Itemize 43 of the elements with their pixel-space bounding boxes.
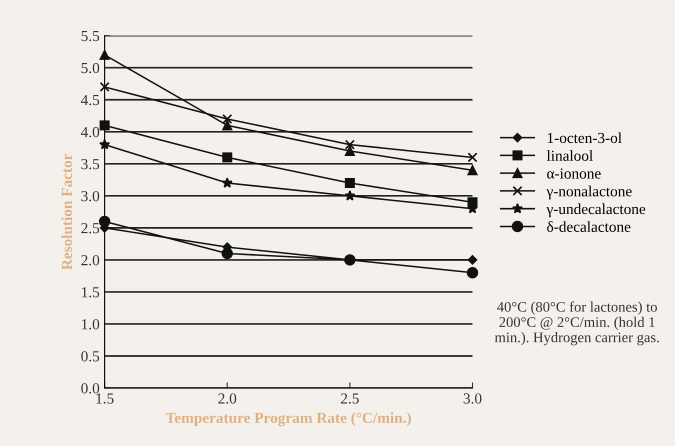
x-tick-label: 1.5 (96, 393, 114, 404)
y-tick-label: 0.0 (81, 383, 100, 394)
y-tick-label: 0.5 (81, 351, 100, 362)
legend-label: α-ionone (547, 168, 601, 179)
text: 40°C (80°C for lactones) to 200°C @ 2°C/min. (hold 1 min.). Hydrogen carrier gas. (494, 301, 659, 346)
x-tick-label: 2.5 (340, 393, 359, 404)
y-axis-title: Resolution Factor (61, 154, 72, 270)
point (100, 50, 110, 60)
point (468, 165, 478, 176)
point (100, 82, 110, 92)
point (344, 190, 356, 201)
legend-label: δ-decalactone (547, 221, 630, 232)
x-tick-label: 2.0 (218, 393, 236, 404)
y-tick-label: 5.5 (82, 30, 100, 42)
y-tick-label: 1.5 (82, 287, 100, 298)
point (222, 152, 232, 162)
point (466, 267, 478, 278)
point (468, 152, 478, 162)
y-tick-label: 4.0 (80, 126, 100, 138)
y-tick-label: 5.0 (82, 62, 100, 74)
point (222, 120, 232, 130)
point (99, 138, 110, 150)
point (222, 248, 233, 260)
point (222, 114, 232, 124)
y-tick-label: 2.0 (81, 255, 100, 266)
y-tick-label: 2.5 (81, 223, 100, 234)
point (222, 177, 233, 188)
legend-label: γ-nonalactone (546, 186, 632, 200)
point (98, 216, 110, 228)
point (344, 178, 355, 188)
point (344, 146, 355, 156)
y-tick-label: 3.0 (81, 190, 100, 202)
legend-label: linalool (546, 150, 593, 161)
legend-label: 1-octen-3-ol (548, 132, 622, 144)
x-axis-title: Temperature Program Rate (°C/min.) (166, 412, 411, 426)
y-tick-label: 1.0 (82, 319, 100, 330)
point (344, 140, 355, 150)
y-tick-label: 3.5 (81, 158, 100, 170)
legend-label: γ-undecalactone (546, 203, 646, 218)
point (468, 255, 478, 265)
y-tick-label: 4.5 (80, 94, 100, 106)
x-tick-label: 3.0 (464, 393, 482, 404)
point (100, 120, 110, 130)
